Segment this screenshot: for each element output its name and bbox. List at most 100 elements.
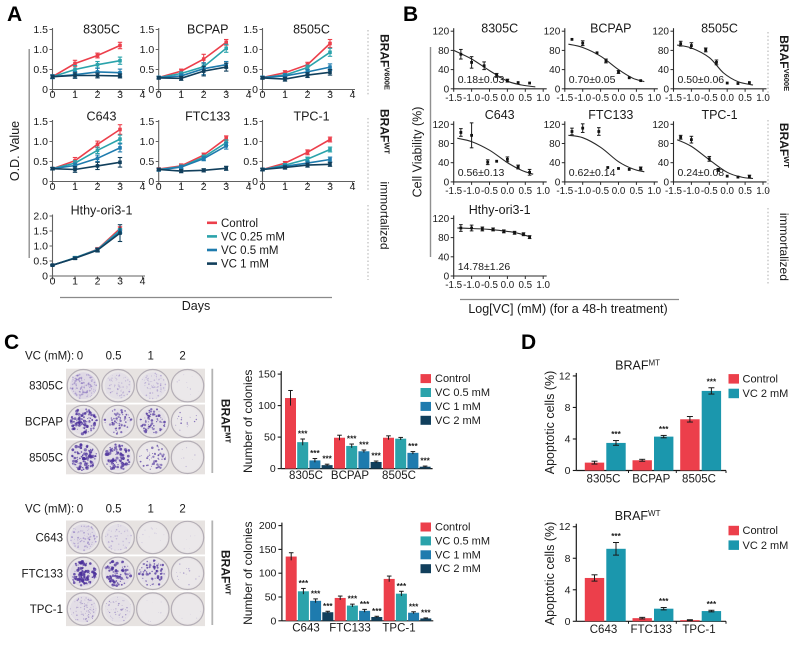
svg-text:1.5: 1.5 — [33, 116, 48, 128]
svg-text:2: 2 — [95, 89, 101, 101]
svg-text:0.70±0.05: 0.70±0.05 — [569, 74, 616, 86]
svg-text:8505C: 8505C — [29, 452, 63, 464]
svg-text:***: *** — [707, 600, 717, 609]
svg-text:1.0: 1.0 — [140, 136, 155, 148]
svg-text:***: *** — [659, 425, 669, 434]
svg-text:4: 4 — [350, 181, 356, 193]
svg-text:-1.0: -1.0 — [574, 93, 591, 104]
svg-text:80: 80 — [658, 46, 670, 57]
svg-text:0: 0 — [565, 465, 571, 477]
svg-text:120: 120 — [652, 27, 669, 38]
svg-text:C643: C643 — [292, 622, 320, 634]
svg-text:3: 3 — [223, 89, 229, 101]
svg-text:Apoptotic cells (%): Apoptotic cells (%) — [543, 371, 557, 475]
svg-text:4: 4 — [350, 89, 356, 101]
svg-text:***: *** — [408, 442, 418, 451]
svg-text:0: 0 — [252, 176, 258, 188]
svg-text:Control: Control — [743, 374, 778, 386]
svg-text:1.0: 1.0 — [647, 186, 661, 197]
svg-text:80: 80 — [549, 46, 561, 57]
svg-text:Control: Control — [435, 522, 470, 534]
svg-text:1.0: 1.0 — [756, 93, 770, 104]
svg-text:8305C: 8305C — [83, 23, 120, 37]
svg-text:***: *** — [371, 452, 381, 461]
svg-text:2: 2 — [179, 504, 185, 516]
svg-text:0.5: 0.5 — [106, 504, 122, 516]
svg-text:0: 0 — [260, 89, 266, 101]
svg-text:150: 150 — [259, 544, 277, 556]
svg-text:120: 120 — [544, 27, 561, 38]
svg-text:8305C: 8305C — [481, 22, 518, 36]
svg-text:0.5: 0.5 — [243, 64, 258, 76]
svg-text:0.5: 0.5 — [630, 186, 644, 197]
svg-text:D: D — [521, 331, 536, 354]
svg-text:Hthy-ori3-1: Hthy-ori3-1 — [469, 203, 531, 217]
svg-text:8: 8 — [565, 553, 571, 565]
svg-text:1.0: 1.0 — [33, 241, 48, 253]
svg-text:-1.0: -1.0 — [683, 93, 700, 104]
svg-text:1: 1 — [178, 181, 184, 193]
svg-text:B: B — [403, 3, 418, 26]
svg-text:1.0: 1.0 — [33, 136, 48, 148]
svg-text:2: 2 — [95, 276, 101, 288]
svg-text:1.0: 1.0 — [536, 93, 550, 104]
svg-text:0.5: 0.5 — [243, 156, 258, 168]
svg-text:40: 40 — [438, 252, 450, 263]
svg-text:0.0: 0.0 — [720, 93, 734, 104]
svg-text:-1.0: -1.0 — [463, 93, 480, 104]
svg-text:3: 3 — [327, 181, 333, 193]
svg-text:1: 1 — [147, 504, 153, 516]
svg-text:C643: C643 — [590, 624, 618, 636]
svg-text:80: 80 — [438, 46, 450, 57]
svg-text:0.5: 0.5 — [738, 186, 752, 197]
svg-text:VC (mM):: VC (mM): — [25, 351, 74, 363]
svg-text:-1.5: -1.5 — [665, 186, 682, 197]
svg-text:0: 0 — [77, 504, 83, 516]
svg-text:1: 1 — [282, 89, 288, 101]
svg-text:Control: Control — [221, 218, 258, 230]
svg-text:***: *** — [707, 377, 717, 386]
svg-text:***: *** — [659, 597, 669, 606]
svg-text:4: 4 — [565, 584, 571, 596]
svg-text:-1.0: -1.0 — [463, 186, 480, 197]
svg-text:80: 80 — [438, 233, 450, 244]
svg-text:Control: Control — [743, 525, 778, 537]
svg-text:0.5: 0.5 — [518, 280, 532, 291]
svg-text:-1.5: -1.5 — [445, 186, 462, 197]
svg-text:0.5: 0.5 — [33, 64, 48, 76]
svg-text:40: 40 — [658, 65, 670, 76]
svg-text:0: 0 — [148, 176, 154, 188]
svg-text:0: 0 — [260, 181, 266, 193]
svg-text:2: 2 — [95, 181, 101, 193]
svg-text:3: 3 — [327, 89, 333, 101]
svg-text:0.24±0.08: 0.24±0.08 — [678, 167, 725, 179]
svg-text:VC 0.25 mM: VC 0.25 mM — [221, 231, 285, 243]
svg-text:120: 120 — [544, 120, 561, 131]
svg-text:80: 80 — [549, 139, 561, 150]
svg-text:Number of colonies: Number of colonies — [241, 522, 255, 625]
svg-text:150: 150 — [258, 369, 276, 381]
svg-text:FTC133: FTC133 — [21, 568, 63, 580]
svg-text:0.5: 0.5 — [140, 156, 155, 168]
svg-text:3: 3 — [117, 181, 123, 193]
svg-text:-0.5: -0.5 — [701, 93, 718, 104]
svg-text:TPC-1: TPC-1 — [682, 624, 715, 636]
svg-text:immortalized: immortalized — [777, 213, 789, 281]
svg-text:BCPAP: BCPAP — [632, 473, 670, 485]
svg-text:TPC-1: TPC-1 — [701, 108, 737, 122]
svg-text:3: 3 — [223, 181, 229, 193]
svg-text:***: *** — [359, 441, 369, 450]
svg-text:0.50±0.06: 0.50±0.06 — [678, 74, 725, 86]
svg-text:1: 1 — [72, 181, 78, 193]
svg-text:0.5: 0.5 — [33, 156, 48, 168]
svg-text:120: 120 — [433, 27, 450, 38]
svg-text:VC 2 mM: VC 2 mM — [435, 563, 481, 575]
svg-text:VC 0.5 mM: VC 0.5 mM — [435, 387, 490, 399]
svg-text:1.0: 1.0 — [647, 93, 661, 104]
svg-text:0: 0 — [565, 616, 571, 628]
svg-text:BCPAP: BCPAP — [590, 22, 631, 36]
svg-text:8505C: 8505C — [382, 470, 416, 482]
svg-text:80: 80 — [658, 139, 670, 150]
svg-text:0.5: 0.5 — [630, 93, 644, 104]
svg-text:14.78±1.26: 14.78±1.26 — [458, 261, 511, 273]
